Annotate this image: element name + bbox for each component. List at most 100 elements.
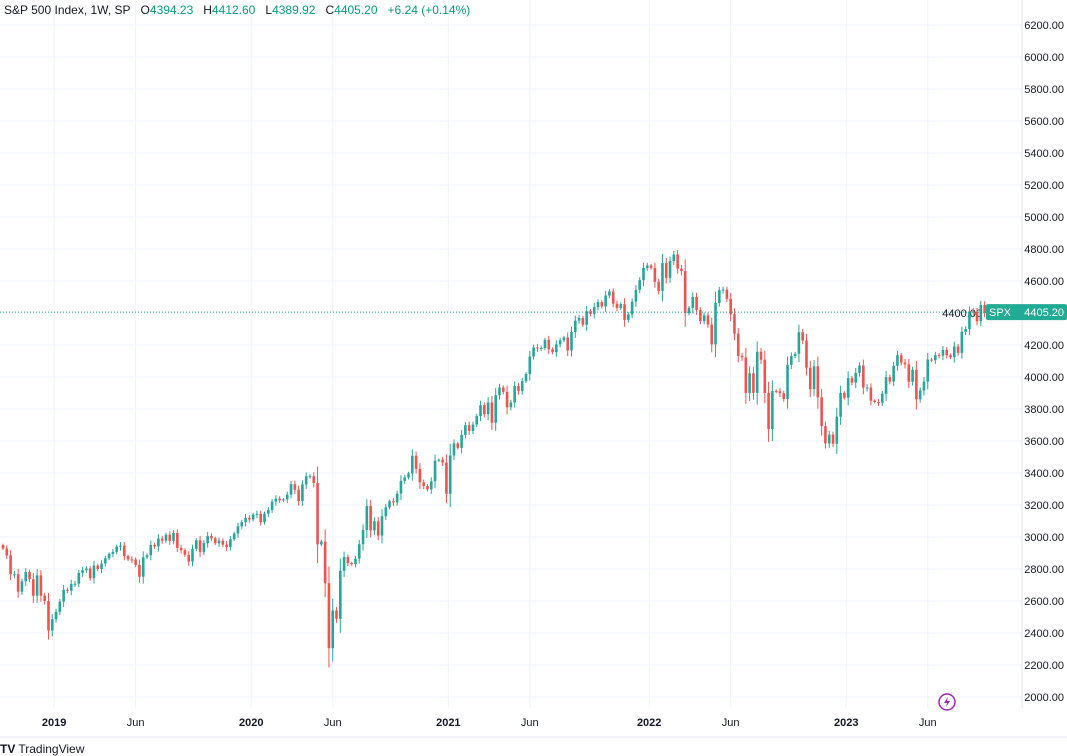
y-tick-label: 4800.00 — [1024, 244, 1064, 256]
candle-down — [774, 391, 778, 393]
candle-up — [793, 353, 797, 357]
candle-down — [418, 468, 422, 483]
candle-down — [899, 355, 903, 363]
candle-up — [107, 553, 111, 559]
candle-down — [327, 583, 331, 649]
candle-down — [706, 315, 710, 325]
y-tick-label: 5600.00 — [1024, 116, 1064, 128]
candle-up — [411, 455, 414, 474]
candle-down — [183, 550, 187, 555]
candle-up — [301, 484, 304, 501]
candle-down — [763, 359, 767, 393]
candle-up — [452, 443, 456, 456]
candle-up — [384, 507, 388, 517]
candle-up — [270, 501, 274, 510]
candle-down — [877, 401, 880, 403]
low-label: L — [265, 3, 273, 17]
candle-down — [213, 538, 217, 544]
candle-up — [846, 378, 850, 398]
candle-up — [555, 344, 558, 353]
candle-up — [399, 480, 403, 494]
tradingview-logo[interactable]: TV TradingView — [0, 742, 84, 756]
candle-down — [831, 434, 835, 444]
x-tick-label: Jun — [324, 717, 342, 729]
candle-down — [907, 364, 911, 382]
candle-down — [824, 426, 827, 444]
candle-down — [198, 540, 202, 552]
candle-down — [297, 489, 300, 501]
candle-up — [835, 416, 839, 444]
candle-up — [691, 297, 695, 308]
candle-up — [274, 498, 278, 502]
candle-up — [941, 349, 945, 356]
candle-down — [589, 311, 592, 314]
candle-up — [771, 391, 774, 429]
tv-logo-text: TradingView — [18, 742, 85, 756]
candle-down — [600, 302, 604, 307]
y-tick-label: 2400.00 — [1024, 628, 1064, 640]
candle-up — [20, 581, 24, 592]
candle-down — [210, 535, 213, 539]
candle-down — [39, 575, 43, 596]
candle-down — [778, 391, 782, 394]
y-tick-label: 3400.00 — [1024, 468, 1064, 480]
candle-down — [16, 574, 20, 592]
candle-up — [320, 541, 323, 545]
candle-down — [32, 579, 35, 596]
y-tick-label: 6000.00 — [1024, 52, 1064, 64]
candle-up — [164, 534, 168, 541]
candle-up — [964, 329, 967, 332]
candle-down — [808, 367, 812, 390]
candle-up — [604, 295, 607, 307]
candle-down — [649, 265, 653, 268]
candle-up — [979, 305, 983, 322]
candle-up — [672, 254, 676, 261]
y-tick-label: 3800.00 — [1024, 404, 1064, 416]
candle-up — [520, 381, 524, 391]
candle-down — [225, 544, 228, 547]
candle-up — [528, 356, 532, 374]
candle-down — [490, 402, 494, 423]
y-tick-label: 3200.00 — [1024, 500, 1064, 512]
y-tick-label: 3000.00 — [1024, 532, 1064, 544]
candle-down — [376, 521, 380, 536]
candle-up — [952, 346, 956, 358]
candle-down — [350, 563, 353, 565]
candle-down — [547, 339, 551, 350]
candle-up — [668, 261, 672, 278]
candle-down — [956, 346, 960, 353]
candle-up — [54, 611, 58, 620]
candle-down — [456, 443, 460, 448]
candle-down — [903, 362, 907, 365]
candle-up — [331, 610, 335, 649]
candle-down — [915, 369, 918, 400]
candle-down — [683, 271, 687, 314]
y-tick-label: 3600.00 — [1024, 436, 1064, 448]
candle-up — [661, 263, 664, 291]
candle-down — [551, 349, 554, 353]
y-tick-label: 4000.00 — [1024, 372, 1064, 384]
x-tick-label: Jun — [127, 717, 145, 729]
candle-up — [365, 506, 369, 530]
x-tick-label: Jun — [521, 717, 539, 729]
candle-down — [96, 565, 100, 569]
candle-down — [176, 533, 179, 548]
candle-up — [206, 535, 209, 544]
candle-up — [543, 339, 547, 349]
candle-down — [445, 462, 448, 494]
candle-down — [369, 506, 372, 531]
change-value: +6.24 (+0.14%) — [387, 3, 471, 17]
y-tick-label: 2600.00 — [1024, 596, 1064, 608]
candle-up — [255, 513, 259, 515]
candle-up — [884, 377, 888, 394]
tv-logo-mark: TV — [0, 742, 16, 756]
candle-down — [47, 601, 50, 631]
candle-down — [676, 254, 679, 269]
candle-up — [111, 551, 115, 554]
candle-down — [850, 378, 854, 383]
candle-down — [975, 311, 979, 322]
candle-down — [767, 393, 770, 429]
candle-up — [104, 558, 107, 564]
candle-up — [149, 545, 153, 556]
